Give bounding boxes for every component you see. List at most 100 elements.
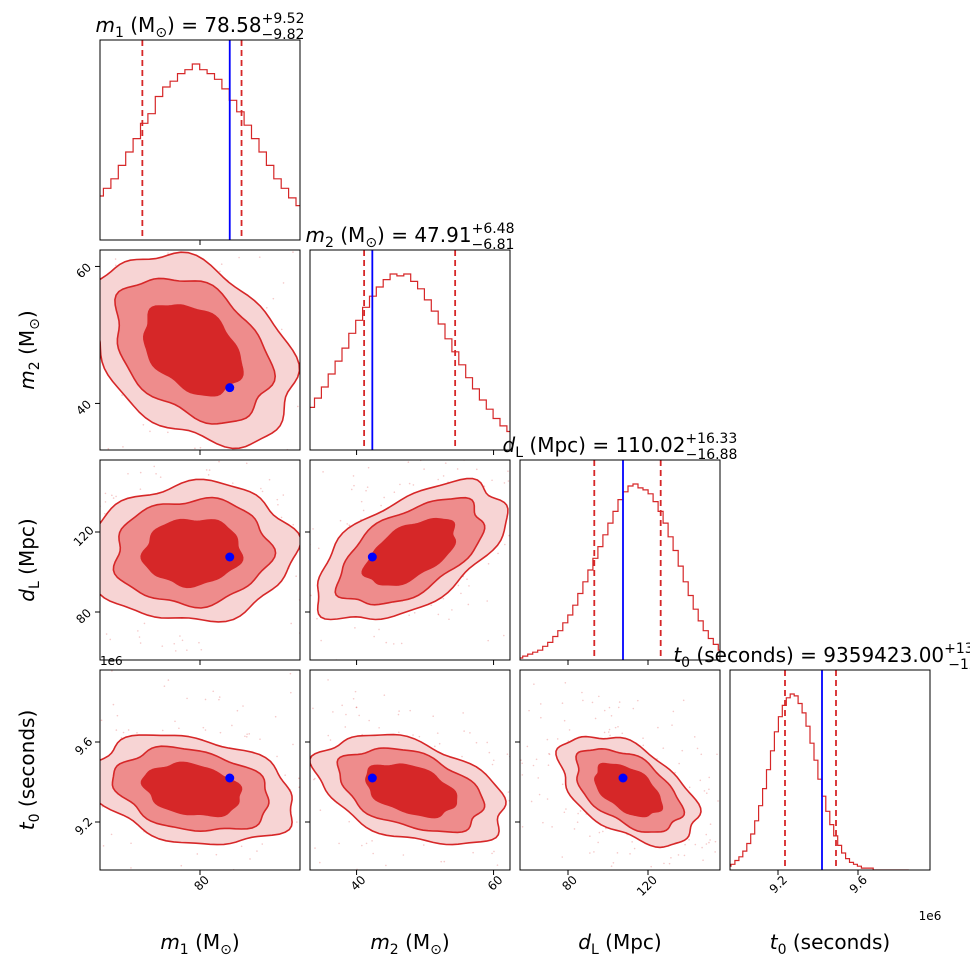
scatter-point bbox=[286, 751, 288, 753]
scatter-point bbox=[438, 731, 440, 733]
scatter-point bbox=[50, 440, 52, 442]
scatter-point bbox=[84, 438, 86, 440]
scatter-point bbox=[292, 743, 294, 746]
scatter-point bbox=[139, 471, 142, 474]
scatter-point bbox=[548, 753, 551, 756]
scatter-point bbox=[51, 149, 53, 151]
scatter-point bbox=[375, 480, 377, 482]
scatter-point bbox=[581, 691, 583, 694]
scatter-point bbox=[617, 725, 619, 728]
scatter-point bbox=[6, 606, 8, 608]
scatter-point bbox=[759, 957, 761, 959]
scatter-point bbox=[220, 679, 222, 681]
scatter-point bbox=[306, 328, 308, 330]
scatter-point bbox=[212, 690, 215, 693]
scatter-point bbox=[297, 715, 299, 717]
scatter-point bbox=[393, 444, 395, 446]
panel-t0-vs-m1 bbox=[79, 670, 372, 918]
scatter-point bbox=[161, 645, 164, 647]
scatter-point bbox=[253, 739, 255, 741]
scatter-point bbox=[672, 888, 674, 890]
scatter-point bbox=[555, 873, 557, 875]
scatter-point bbox=[298, 638, 300, 640]
scatter-point bbox=[468, 585, 470, 587]
scatter-point bbox=[633, 912, 635, 914]
scatter-point bbox=[608, 728, 611, 731]
scatter-point bbox=[178, 879, 180, 881]
scatter-point bbox=[629, 329, 631, 331]
scatter-point bbox=[184, 639, 186, 641]
scatter-point bbox=[334, 539, 336, 541]
scatter-point bbox=[112, 497, 115, 499]
scatter-point bbox=[79, 676, 81, 678]
x-tick-label: 9.6 bbox=[847, 873, 870, 896]
scatter-point bbox=[737, 834, 739, 836]
scatter-point bbox=[352, 697, 355, 700]
scatter-point bbox=[533, 904, 535, 906]
scatter-point bbox=[268, 478, 271, 481]
scatter-point bbox=[117, 907, 119, 909]
scatter-point bbox=[503, 634, 505, 637]
scatter-point bbox=[82, 672, 84, 674]
scatter-point bbox=[344, 894, 346, 896]
scatter-point bbox=[138, 916, 140, 918]
scatter-point bbox=[412, 872, 414, 874]
scatter-point bbox=[709, 823, 712, 825]
scatter-point bbox=[589, 852, 591, 854]
scatter-point bbox=[122, 731, 125, 734]
scatter-point bbox=[735, 897, 737, 899]
scatter-point bbox=[261, 843, 264, 845]
scatter-point bbox=[591, 547, 593, 549]
scatter-point bbox=[272, 925, 274, 927]
scatter-point bbox=[177, 470, 179, 472]
scatter-point bbox=[275, 692, 277, 694]
scatter-point bbox=[206, 713, 208, 715]
scatter-point bbox=[39, 465, 41, 467]
scatter-point bbox=[76, 599, 78, 601]
scatter-point bbox=[93, 665, 95, 667]
scatter-point bbox=[31, 440, 33, 442]
scatter-point bbox=[398, 383, 400, 385]
scatter-point bbox=[655, 906, 657, 908]
scatter-point bbox=[708, 841, 710, 844]
scatter-point bbox=[444, 462, 447, 464]
x-tick-label: 60 bbox=[485, 873, 506, 894]
scatter-point bbox=[586, 424, 588, 426]
scatter-point bbox=[296, 741, 298, 743]
scatter-point bbox=[533, 760, 535, 762]
scatter-point bbox=[370, 714, 372, 716]
contour-level-3 bbox=[361, 517, 457, 586]
scatter-point bbox=[314, 818, 316, 820]
scatter-point bbox=[438, 742, 441, 745]
scatter-point bbox=[608, 706, 611, 709]
histogram-step bbox=[310, 273, 510, 433]
scatter-point bbox=[219, 731, 222, 734]
scatter-point bbox=[174, 720, 176, 723]
scatter-point bbox=[696, 747, 699, 750]
scatter-point bbox=[144, 192, 146, 194]
scatter-point bbox=[487, 639, 489, 642]
x-axis-label-m2: m2 (M⊙) bbox=[370, 930, 449, 958]
scatter-point bbox=[437, 478, 439, 481]
scatter-point bbox=[240, 484, 242, 486]
scatter-point bbox=[245, 462, 248, 465]
scatter-point bbox=[289, 886, 291, 888]
scatter-point bbox=[569, 537, 571, 539]
scatter-point bbox=[672, 710, 675, 713]
scatter-point bbox=[70, 544, 72, 546]
scatter-point bbox=[794, 790, 796, 792]
scatter-point bbox=[77, 520, 79, 522]
scatter-point bbox=[54, 83, 56, 85]
scatter-point bbox=[749, 854, 751, 856]
scatter-point bbox=[287, 588, 289, 590]
scatter-point bbox=[534, 735, 536, 737]
scatter-point bbox=[272, 297, 275, 300]
scatter-point bbox=[539, 758, 541, 760]
scatter-point bbox=[556, 477, 558, 479]
scatter-point bbox=[521, 570, 523, 572]
scatter-point bbox=[521, 774, 524, 776]
scatter-point bbox=[218, 696, 221, 698]
scatter-point bbox=[104, 492, 107, 495]
scatter-point bbox=[472, 408, 474, 410]
x-tick-label: 40 bbox=[348, 873, 369, 894]
